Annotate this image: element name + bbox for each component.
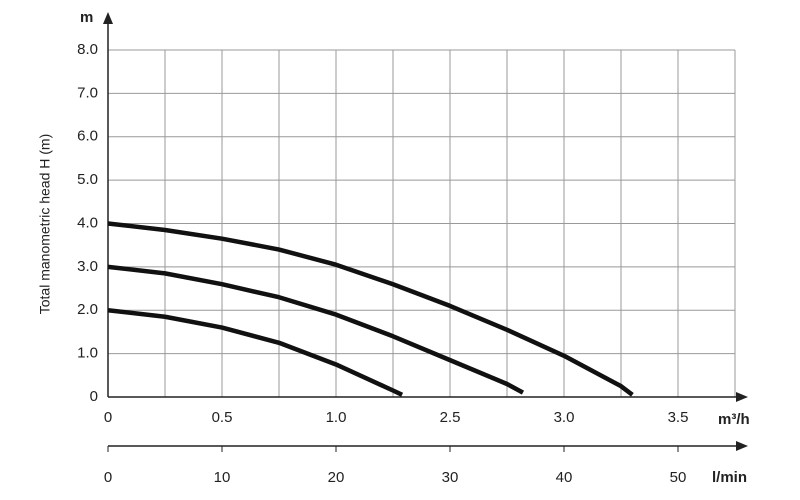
x2-tick-label: 40 (556, 469, 573, 486)
x-axis-arrow (736, 392, 748, 402)
y-tick-label: 2.0 (77, 301, 98, 318)
y-axis-arrow (103, 12, 113, 24)
curve (107, 221, 634, 397)
x-tick-label: 2.5 (440, 409, 461, 426)
y-tick-label: 8.0 (77, 41, 98, 58)
x2-tick-label: 50 (670, 469, 687, 486)
y-tick-label: 1.0 (77, 345, 98, 362)
x2-tick-label: 20 (328, 469, 345, 486)
x2-tick-label: 30 (442, 469, 459, 486)
y-unit: m (80, 9, 93, 26)
y-tick-label: 4.0 (77, 214, 98, 231)
y-tick-label: 6.0 (77, 128, 98, 145)
x2-unit: l/min (712, 469, 747, 486)
x2-tick-label: 0 (104, 469, 112, 486)
curve (107, 308, 404, 397)
curve (107, 264, 525, 395)
x2-tick-label: 10 (214, 469, 231, 486)
x-tick-label: 3.0 (554, 409, 575, 426)
y-tick-label: 3.0 (77, 258, 98, 275)
y-tick-label: 7.0 (77, 84, 98, 101)
y-tick-label: 0 (90, 388, 98, 405)
x-tick-label: 1.0 (326, 409, 347, 426)
x-tick-label: 0.5 (212, 409, 233, 426)
y-axis-label: Total manometric head H (m) (37, 134, 53, 315)
x-tick-label: 3.5 (668, 409, 689, 426)
y-tick-label: 5.0 (77, 171, 98, 188)
x-tick-label: 0 (104, 409, 112, 426)
x2-axis-arrow (736, 441, 748, 451)
x-unit: m³/h (718, 411, 750, 428)
